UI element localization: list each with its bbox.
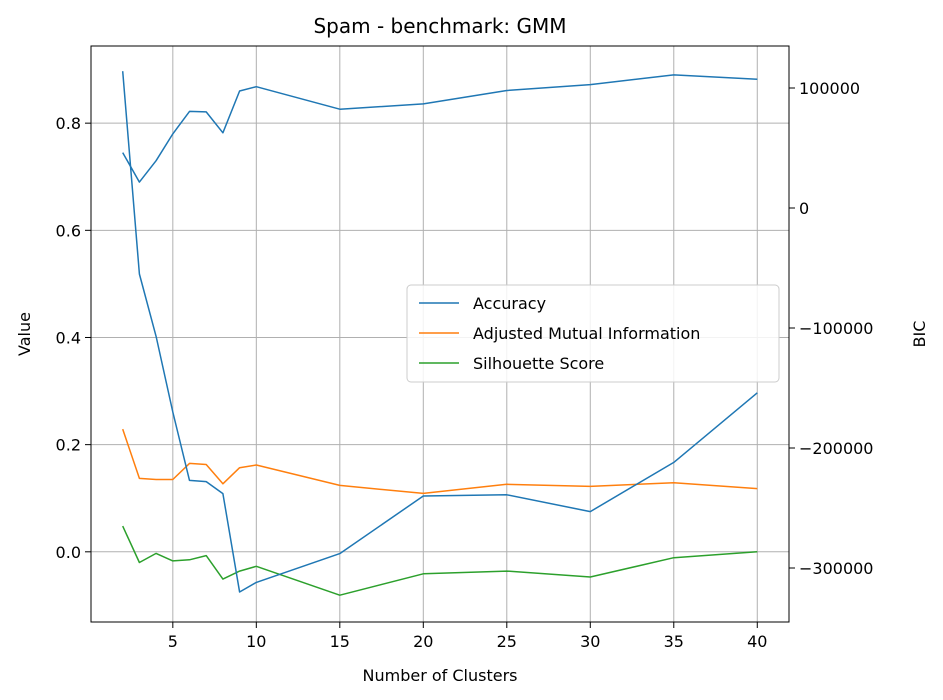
y2-tick-label: −200000 bbox=[799, 439, 873, 458]
x-tick-label: 15 bbox=[330, 632, 350, 651]
x-tick-label: 35 bbox=[664, 632, 684, 651]
x-tick-label: 10 bbox=[246, 632, 266, 651]
series-line-bic bbox=[121, 71, 758, 593]
series-line-adjusted-mutual-information bbox=[121, 428, 758, 495]
y2-tick-label: −100000 bbox=[799, 319, 873, 338]
y-tick-label: 0.6 bbox=[56, 221, 81, 240]
y-axis-right: −300000 −200000 −100000 0 100000 bbox=[789, 79, 873, 578]
series-line-silhouette-score bbox=[122, 525, 758, 596]
legend-label-adjusted-mutual-information: Adjusted Mutual Information bbox=[473, 324, 700, 343]
x-axis: 5 10 15 20 25 30 35 40 bbox=[168, 622, 767, 651]
legend-box bbox=[406, 284, 780, 383]
y2-tick-label: −300000 bbox=[799, 559, 873, 578]
y-axis-label: Value bbox=[15, 312, 34, 356]
legend-label-accuracy: Accuracy bbox=[473, 294, 546, 313]
x-tick-label: 25 bbox=[497, 632, 517, 651]
y2-tick-label: 0 bbox=[799, 199, 809, 218]
series-layer bbox=[121, 71, 758, 596]
legend: Accuracy Adjusted Mutual Information Silho… bbox=[406, 284, 780, 383]
y-tick-label: 0.2 bbox=[56, 436, 81, 455]
y-tick-label: 0.4 bbox=[56, 328, 81, 347]
y2-tick-label: 100000 bbox=[799, 79, 860, 98]
x-tick-label: 5 bbox=[168, 632, 178, 651]
plot-area-frame bbox=[90, 45, 790, 623]
y-tick-label: 0.8 bbox=[56, 114, 81, 133]
x-tick-label: 30 bbox=[580, 632, 600, 651]
x-tick-label: 20 bbox=[413, 632, 433, 651]
y2-axis-label: BIC bbox=[910, 321, 929, 348]
y-axis-left: 0.0 0.2 0.4 0.6 0.8 bbox=[56, 114, 91, 562]
x-axis-label: Number of Clusters bbox=[363, 666, 518, 685]
y-tick-label: 0.0 bbox=[56, 543, 81, 562]
series-line-accuracy bbox=[122, 74, 758, 183]
chart-title: Spam - benchmark: GMM bbox=[313, 14, 566, 38]
legend-label-silhouette-score: Silhouette Score bbox=[473, 354, 604, 373]
x-tick-label: 40 bbox=[747, 632, 767, 651]
